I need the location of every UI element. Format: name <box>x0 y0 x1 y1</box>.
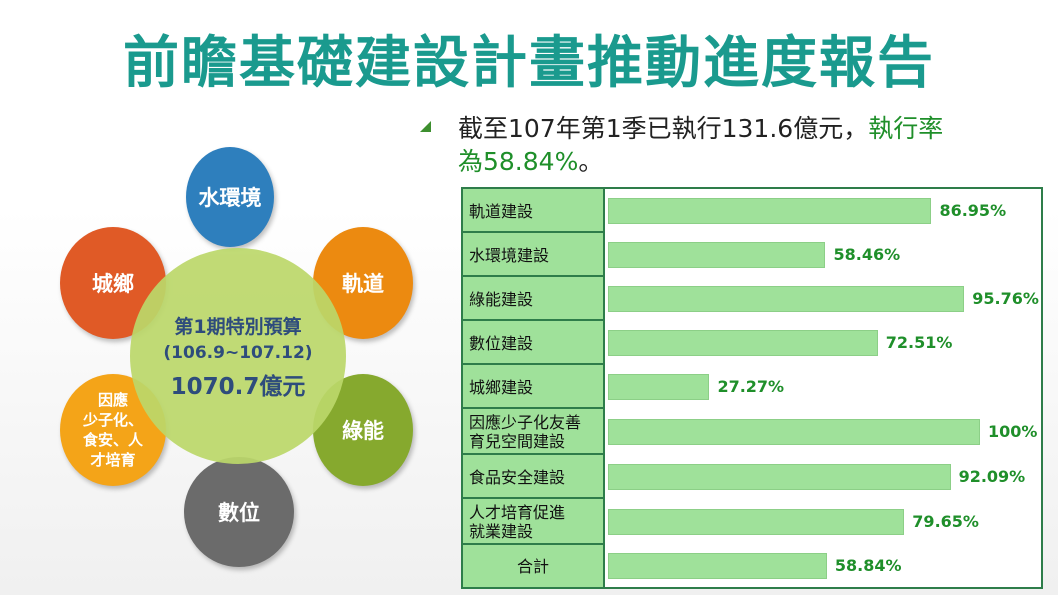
row-divider <box>463 231 605 233</box>
bar <box>608 286 965 312</box>
value-label: 58.84% <box>834 556 902 575</box>
bar <box>608 242 826 268</box>
bar <box>608 464 951 490</box>
summary-plain: 截至107年第1季已執行131.6億元， <box>458 114 869 143</box>
value-label: 72.51% <box>885 333 953 352</box>
bar <box>608 198 932 224</box>
category-label: 合計 <box>463 545 605 587</box>
row-divider <box>463 453 605 455</box>
chart-row: 數位建設 72.51% <box>463 321 1041 365</box>
value-label: 92.09% <box>958 467 1026 486</box>
center-line-2: (106.9~107.12) <box>163 342 313 363</box>
bar <box>608 330 878 356</box>
chart-row: 合計 58.84% <box>463 545 1041 587</box>
row-divider <box>463 497 605 499</box>
chart-row: 因應少子化友善 育兒空間建設 100% <box>463 409 1041 455</box>
chart-row: 食品安全建設 92.09% <box>463 455 1041 499</box>
value-label: 86.95% <box>939 201 1007 220</box>
row-divider <box>463 275 605 277</box>
value-label: 95.76% <box>972 289 1039 308</box>
summary-highlight-2: 為58.84% <box>458 147 579 176</box>
center-line-3: 1070.7億元 <box>170 373 306 400</box>
node-label: 綠能 <box>342 419 384 443</box>
page-title: 前瞻基礎建設計畫推動進度報告 <box>123 31 935 96</box>
node-water-environment: 水環境 <box>186 147 274 247</box>
row-divider <box>463 363 605 365</box>
category-label: 軌道建設 <box>463 189 605 233</box>
value-label: 27.27% <box>717 377 785 396</box>
summary-end: 。 <box>578 147 604 176</box>
summary-highlight-1: 執行率 <box>868 114 944 143</box>
category-label: 因應少子化友善 育兒空間建設 <box>463 409 605 455</box>
value-label: 58.46% <box>833 245 901 264</box>
node-label: 水環境 <box>198 186 262 210</box>
chart-row: 水環境建設 58.46% <box>463 233 1041 277</box>
chart-row: 人才培育促進 就業建設 79.65% <box>463 499 1041 545</box>
bar <box>608 509 905 535</box>
category-label: 食品安全建設 <box>463 455 605 499</box>
center-budget-circle: 第1期特別預算 (106.9~107.12) 1070.7億元 <box>130 248 346 464</box>
category-label: 人才培育促進 就業建設 <box>463 499 605 545</box>
category-label: 綠能建設 <box>463 277 605 321</box>
node-label: 軌道 <box>342 272 384 296</box>
value-label: 79.65% <box>912 512 979 531</box>
row-divider <box>463 543 605 545</box>
progress-bar-chart: 軌道建設 86.95% 水環境建設 58.46% 綠能建設 95.76% 數位建設 72.51… <box>461 187 1043 589</box>
row-divider <box>463 407 605 409</box>
category-label: 水環境建設 <box>463 233 605 277</box>
chart-row: 軌道建設 86.95% <box>463 189 1041 233</box>
node-digital: 數位 <box>184 457 294 567</box>
row-divider <box>463 319 605 321</box>
chart-row: 城鄉建設 27.27% <box>463 365 1041 409</box>
value-label: 100% <box>988 422 1038 441</box>
bar <box>608 419 980 445</box>
summary-text: 截至107年第1季已執行131.6億元，執行率為58.84%。 <box>458 112 1038 178</box>
node-label: 因應 少子化、 食安、人 才培育 <box>82 391 143 469</box>
center-line-1: 第1期特別預算 <box>174 315 302 338</box>
category-label: 城鄉建設 <box>463 365 605 409</box>
bullet-triangle-icon <box>420 121 431 132</box>
chart-row: 綠能建設 95.76% <box>463 277 1041 321</box>
bar <box>608 553 827 579</box>
node-label: 數位 <box>218 501 260 525</box>
node-label: 城鄉 <box>92 272 134 296</box>
bar <box>608 374 710 400</box>
category-label: 數位建設 <box>463 321 605 365</box>
